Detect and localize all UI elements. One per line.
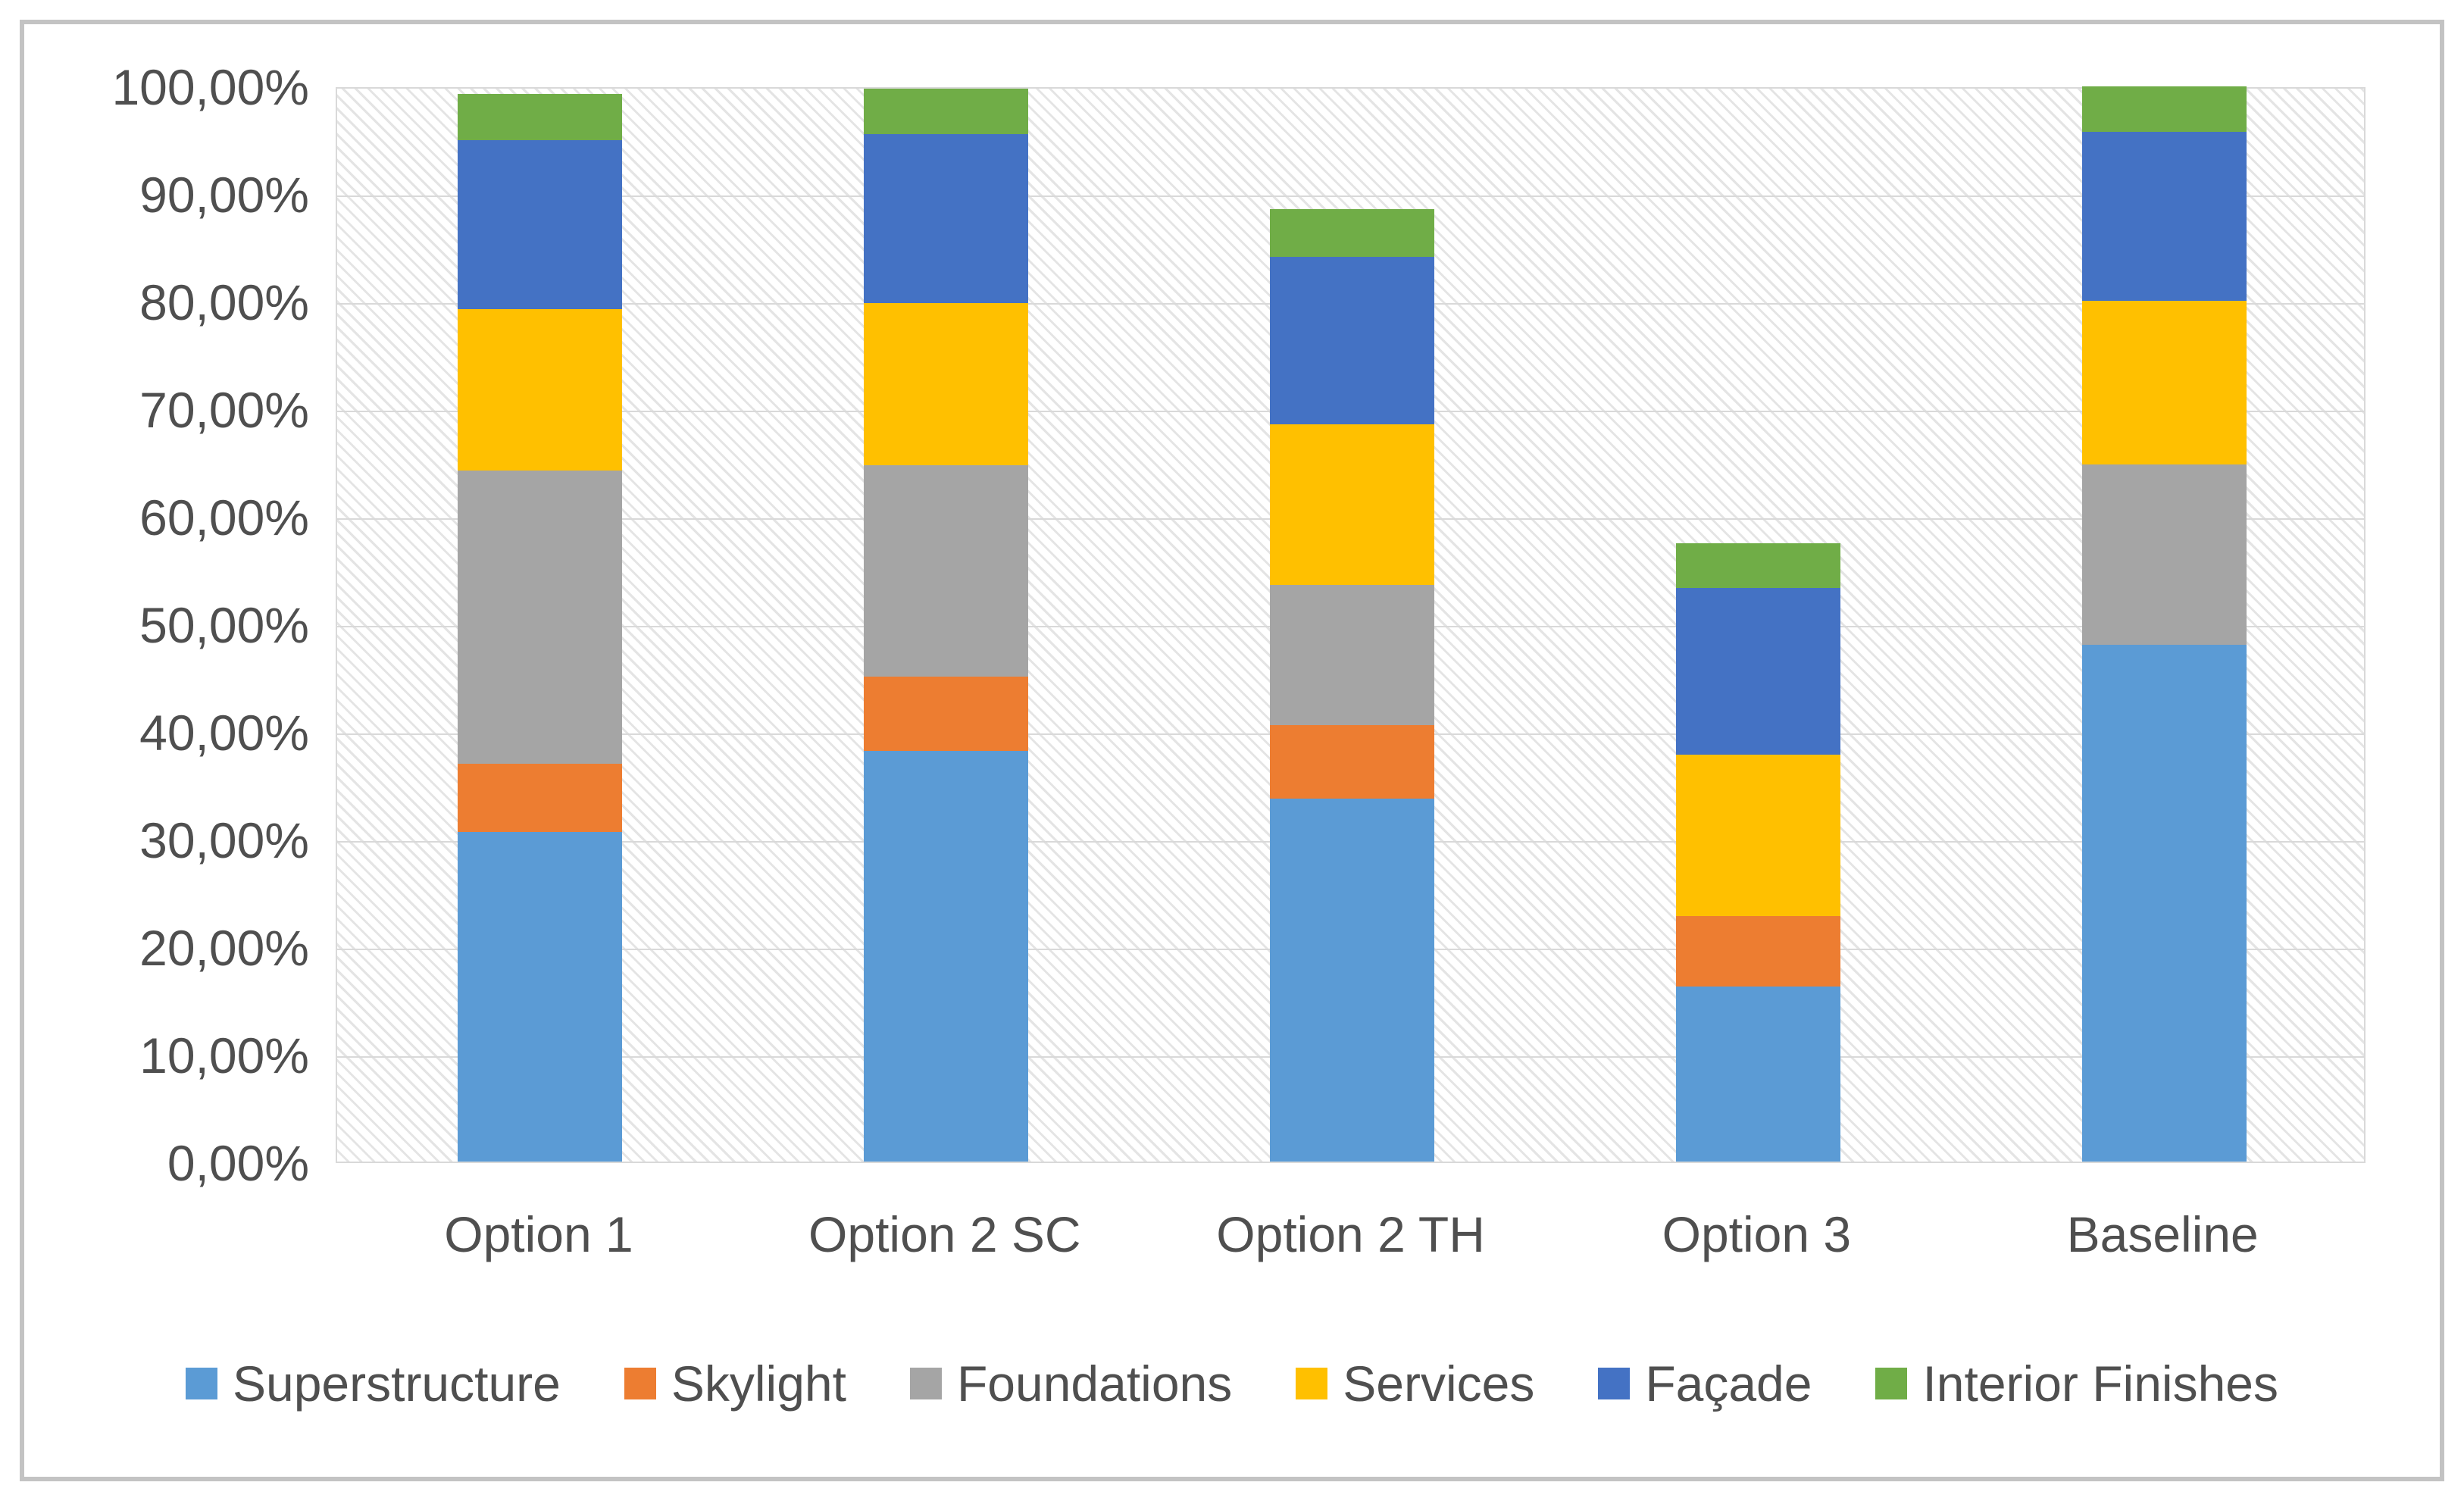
legend: Superstructure Skylight Foundations Service… bbox=[0, 1355, 2464, 1412]
segment-services bbox=[1675, 755, 1840, 917]
y-tick-label-60: 60,00% bbox=[139, 489, 309, 546]
bar-option-3 bbox=[1675, 86, 1840, 1162]
segment-services bbox=[458, 309, 623, 471]
legend-item-services: Services bbox=[1296, 1355, 1534, 1412]
legend-item-façade: Façade bbox=[1598, 1355, 1812, 1412]
segment-façade bbox=[1270, 256, 1434, 425]
legend-label: Services bbox=[1343, 1356, 1535, 1412]
y-tick-label-100: 100,00% bbox=[111, 59, 309, 115]
legend-item-superstructure: Superstructure bbox=[186, 1355, 561, 1412]
x-category-label-option-2-th: Option 2 TH bbox=[1216, 1206, 1485, 1262]
y-tick-label-80: 80,00% bbox=[139, 274, 309, 330]
segment-interior-finishes bbox=[1270, 209, 1434, 257]
legend-item-foundations: Foundations bbox=[909, 1355, 1233, 1412]
y-tick-label-0: 0,00% bbox=[167, 1135, 309, 1191]
legend-item-skylight: Skylight bbox=[624, 1355, 846, 1412]
legend-swatch-icon bbox=[186, 1368, 217, 1399]
segment-skylight bbox=[864, 676, 1029, 751]
legend-swatch-icon bbox=[1875, 1368, 1908, 1399]
segment-façade bbox=[458, 140, 623, 310]
segment-foundations bbox=[864, 465, 1029, 677]
x-category-label-option-2-sc: Option 2 SC bbox=[808, 1206, 1081, 1262]
x-category-label-baseline: Baseline bbox=[2066, 1206, 2259, 1262]
gridline-90 bbox=[337, 195, 2364, 197]
segment-façade bbox=[864, 133, 1029, 303]
segment-foundations bbox=[1270, 584, 1434, 725]
y-tick-label-20: 20,00% bbox=[139, 920, 309, 976]
y-tick-label-50: 50,00% bbox=[139, 597, 309, 653]
segment-superstructure bbox=[1675, 986, 1840, 1162]
bar-baseline bbox=[2081, 86, 2247, 1162]
segment-foundations bbox=[458, 471, 623, 764]
legend-label: Superstructure bbox=[233, 1356, 561, 1412]
x-category-label-option-1: Option 1 bbox=[444, 1206, 633, 1262]
segment-superstructure bbox=[458, 832, 623, 1162]
segment-skylight bbox=[458, 763, 623, 833]
y-tick-label-10: 10,00% bbox=[139, 1027, 309, 1084]
x-category-label-option-3: Option 3 bbox=[1662, 1206, 1852, 1262]
legend-swatch-icon bbox=[1296, 1368, 1328, 1399]
segment-foundations bbox=[2081, 464, 2247, 646]
bar-option-2-sc bbox=[864, 86, 1029, 1162]
segment-interior-finishes bbox=[458, 94, 623, 141]
segment-interior-finishes bbox=[1675, 543, 1840, 589]
segment-façade bbox=[1675, 588, 1840, 755]
segment-skylight bbox=[1270, 724, 1434, 799]
legend-swatch-icon bbox=[909, 1368, 942, 1399]
segment-superstructure bbox=[2081, 645, 2247, 1162]
segment-façade bbox=[2081, 132, 2247, 302]
y-tick-label-30: 30,00% bbox=[139, 812, 309, 868]
y-tick-label-70: 70,00% bbox=[139, 382, 309, 438]
segment-superstructure bbox=[1270, 799, 1434, 1162]
legend-swatch-icon bbox=[624, 1368, 656, 1399]
segment-services bbox=[1270, 424, 1434, 585]
bar-option-1 bbox=[458, 86, 623, 1162]
segment-interior-finishes bbox=[864, 89, 1029, 134]
segment-superstructure bbox=[864, 750, 1029, 1162]
legend-label: Interior Finishes bbox=[1922, 1356, 2278, 1412]
segment-interior-finishes bbox=[2081, 86, 2247, 133]
legend-item-interior-finishes: Interior Finishes bbox=[1875, 1355, 2278, 1412]
segment-skylight bbox=[1675, 916, 1840, 987]
legend-label: Foundations bbox=[956, 1356, 1233, 1412]
legend-swatch-icon bbox=[1598, 1368, 1631, 1399]
plot-area bbox=[336, 86, 2366, 1163]
segment-services bbox=[2081, 301, 2247, 464]
bar-option-2-th bbox=[1270, 86, 1434, 1162]
y-tick-label-40: 40,00% bbox=[139, 705, 309, 761]
legend-label: Skylight bbox=[671, 1356, 846, 1412]
segment-services bbox=[864, 302, 1029, 466]
y-tick-label-90: 90,00% bbox=[139, 167, 309, 223]
legend-label: Façade bbox=[1645, 1356, 1812, 1412]
